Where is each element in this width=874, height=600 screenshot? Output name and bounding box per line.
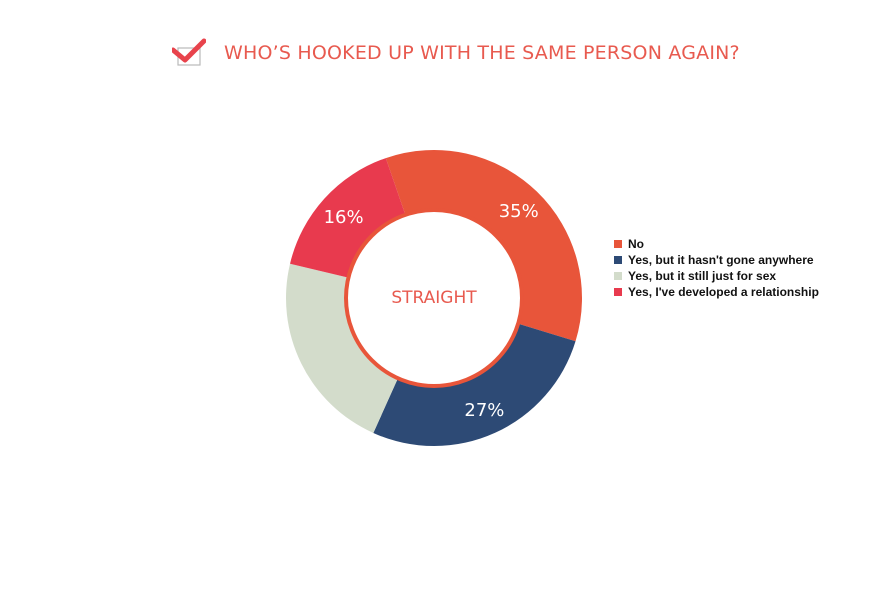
chart-title: WHO’S HOOKED UP WITH THE SAME PERSON AGA…	[224, 42, 740, 64]
data-label-4: 16%	[324, 207, 364, 228]
legend-item: No	[614, 236, 819, 252]
donut-slice-3	[286, 263, 399, 433]
data-label-2: 27%	[464, 400, 504, 421]
legend-label: Yes, but it still just for sex	[628, 269, 777, 283]
legend-swatch	[614, 240, 622, 248]
title-row: WHO’S HOOKED UP WITH THE SAME PERSON AGA…	[172, 36, 740, 70]
legend: No Yes, but it hasn't gone anywhere Yes, b…	[614, 236, 819, 300]
center-label: STRAIGHT	[391, 288, 477, 308]
legend-swatch	[614, 256, 622, 264]
donut-slice-2	[373, 323, 576, 446]
checkbox-check-icon	[172, 38, 206, 66]
data-label-1: 35%	[499, 201, 539, 222]
legend-item: Yes, but it hasn't gone anywhere	[614, 252, 819, 268]
legend-label: Yes, but it hasn't gone anywhere	[628, 253, 814, 267]
legend-swatch	[614, 288, 622, 296]
center-ring	[344, 208, 524, 388]
legend-item: Yes, I've developed a relationship	[614, 284, 819, 300]
legend-item: Yes, but it still just for sex	[614, 268, 819, 284]
legend-label: Yes, I've developed a relationship	[628, 285, 819, 299]
legend-label: No	[628, 237, 644, 251]
donut-slice-4	[290, 158, 407, 279]
legend-swatch	[614, 272, 622, 280]
donut-slice-1	[385, 149, 582, 342]
